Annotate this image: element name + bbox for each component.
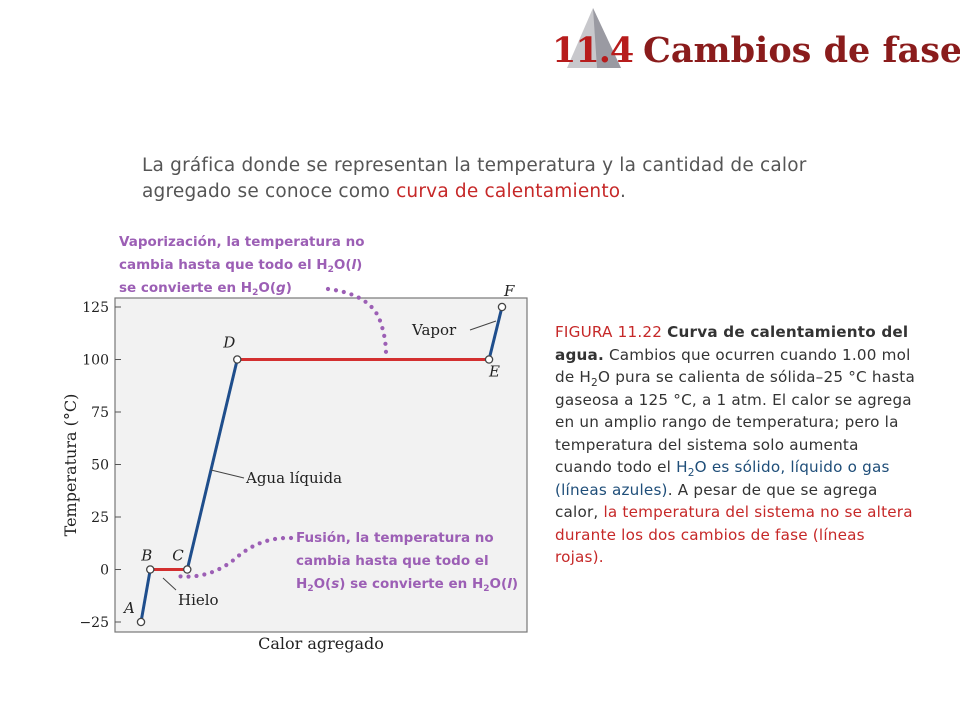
- y-tick-label: −25: [79, 615, 109, 631]
- annotation-hielo: Hielo: [178, 591, 219, 609]
- section-title: Cambios de fase: [643, 30, 960, 71]
- agua-leader: [210, 469, 245, 479]
- point-label-F: F: [503, 282, 515, 300]
- vaporizacion-line-2: cambia hasta que todo el H2O(l): [119, 257, 362, 275]
- point-label-D: D: [222, 334, 235, 352]
- point-E: [484, 355, 494, 364]
- point-label-C: C: [172, 547, 184, 565]
- y-tick-label: 25: [91, 510, 109, 526]
- vaporizacion-line-3: se convierte en H2O(g): [119, 280, 292, 298]
- hielo-leader: [162, 577, 177, 591]
- intro-text: La gráfica donde se representan la tempe…: [142, 155, 807, 202]
- caption-blue-1: H: [676, 458, 688, 476]
- y-tick-label: 0: [100, 563, 109, 579]
- fusion-line-2: cambia hasta que todo el: [296, 553, 489, 569]
- point-label-B: B: [140, 547, 152, 565]
- vaporizacion-pointer: [325, 286, 389, 357]
- annotation-vapor: Vapor: [411, 321, 457, 339]
- intro-paragraph: La gráfica donde se representan la tempe…: [142, 153, 862, 205]
- subscript-blue: 2: [687, 466, 695, 480]
- point-label-E: E: [488, 363, 500, 381]
- y-tick-label: 125: [82, 300, 109, 316]
- curve-segment-CD: [185, 359, 239, 570]
- annotation-agua-liquida: Agua líquida: [245, 469, 342, 487]
- vapor-leader: [469, 320, 497, 331]
- point-A: [136, 617, 146, 627]
- point-B: [146, 565, 155, 574]
- figure-label: FIGURA 11.22: [555, 323, 663, 341]
- caption-body-1: Cambios que ocurren cuando 1.00 mol de H: [555, 345, 911, 387]
- y-tick-label: 100: [82, 353, 109, 369]
- curve-segment-EF: [487, 306, 504, 360]
- fusion-line-3: H2O(s) se convierte en H2O(l): [296, 576, 518, 594]
- section-number: 11.4: [552, 30, 634, 71]
- x-axis-label: Calor agregado: [258, 634, 384, 653]
- point-F: [497, 302, 507, 312]
- pyramid-icon: [567, 8, 621, 68]
- figure-title: Curva de calentamiento del agua.: [555, 323, 909, 364]
- y-axis-label: Temperatura (°C): [61, 394, 80, 537]
- point-label-A: A: [122, 599, 135, 617]
- intro-term: curva de calentamiento: [396, 181, 620, 202]
- vaporizacion-line-1: Vaporización, la temperatura no: [119, 234, 364, 250]
- point-C: [183, 565, 192, 574]
- caption-body-2: O pura se calienta de sólida–25 °C hasta…: [555, 368, 915, 476]
- point-D: [233, 355, 242, 364]
- fusion-line-1: Fusión, la temperatura no: [296, 530, 494, 546]
- figure-caption: FIGURA 11.22 Curva de calentamiento del …: [555, 321, 915, 569]
- intro-period: .: [620, 181, 627, 202]
- y-tick-label: 50: [91, 458, 109, 474]
- caption-blue-2: O es sólido, líquido o gas (líneas azule…: [555, 458, 890, 499]
- caption-body-3: . A pesar de que se agrega calor,: [555, 480, 878, 522]
- y-tick-label: 75: [91, 405, 109, 421]
- caption-red: la temperatura del sistema no se altera …: [555, 503, 913, 566]
- curve-segment-AB: [139, 569, 152, 623]
- plot-area: [114, 297, 528, 633]
- subscript: 2: [591, 376, 599, 390]
